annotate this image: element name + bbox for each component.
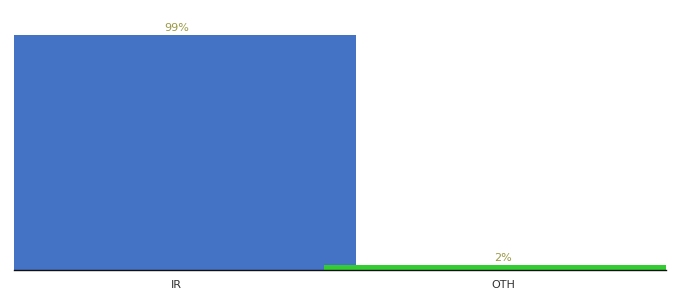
Bar [324, 265, 680, 270]
Text: 99%: 99% [165, 23, 189, 33]
Text: 2%: 2% [494, 254, 512, 263]
Bar [0, 35, 356, 270]
